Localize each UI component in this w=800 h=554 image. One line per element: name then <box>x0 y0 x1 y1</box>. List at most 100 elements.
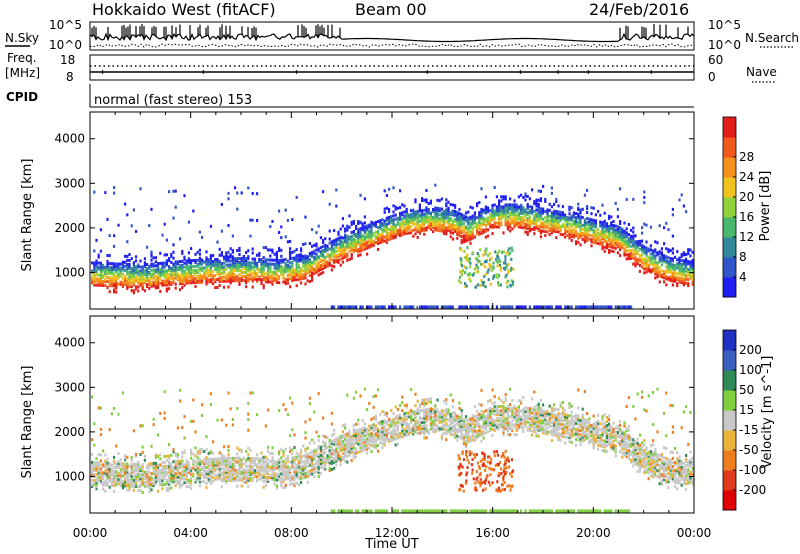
data-cell <box>165 279 168 283</box>
data-cell <box>311 252 314 256</box>
data-cell <box>190 482 193 486</box>
data-cell <box>251 457 254 460</box>
data-cell <box>135 474 138 478</box>
data-cell <box>691 278 694 282</box>
data-cell <box>308 396 311 400</box>
data-cell <box>300 271 303 275</box>
data-cell <box>313 457 316 461</box>
data-cell <box>440 217 443 221</box>
data-cell <box>423 198 426 202</box>
data-cell <box>271 258 274 262</box>
data-cell <box>434 228 437 232</box>
data-cell <box>586 217 589 220</box>
data-cell <box>179 399 182 403</box>
data-cell <box>212 440 215 444</box>
data-cell <box>115 476 118 479</box>
data-cell <box>187 220 190 224</box>
data-cell <box>271 466 274 470</box>
data-cell <box>260 258 263 261</box>
data-cell <box>91 483 94 486</box>
data-cell <box>97 277 100 281</box>
data-cell <box>339 257 342 261</box>
data-cell <box>421 215 424 219</box>
data-cell <box>396 222 399 226</box>
data-cell <box>421 305 424 310</box>
data-cell <box>443 305 446 310</box>
data-cell <box>469 217 472 221</box>
data-cell <box>482 220 485 224</box>
data-cell <box>97 467 100 471</box>
data-cell <box>330 439 333 443</box>
data-cell <box>385 234 388 238</box>
data-cell <box>271 476 274 480</box>
data-cell <box>322 253 325 256</box>
data-cell <box>238 470 241 474</box>
data-cell <box>522 212 525 216</box>
data-cell <box>163 271 166 275</box>
data-cell <box>223 271 226 275</box>
data-cell <box>575 218 578 222</box>
data-cell <box>181 483 184 487</box>
data-cell <box>458 207 461 211</box>
data-cell <box>181 455 184 459</box>
data-cell <box>490 268 493 272</box>
data-cell <box>341 452 344 456</box>
data-cell <box>495 221 498 225</box>
data-cell <box>504 255 507 259</box>
data-cell <box>370 240 373 244</box>
data-cell <box>205 474 208 477</box>
data-cell <box>361 234 364 238</box>
data-cell <box>577 240 580 244</box>
data-cell <box>317 467 320 470</box>
data-cell <box>440 227 443 231</box>
data-cell <box>170 266 173 270</box>
data-cell <box>436 305 439 310</box>
data-cell <box>130 476 133 480</box>
data-cell <box>447 220 450 224</box>
data-cell <box>104 274 107 277</box>
data-cell <box>289 396 292 400</box>
data-cell <box>328 461 331 465</box>
data-cell <box>608 238 611 242</box>
data-cell <box>247 186 250 190</box>
data-cell <box>132 263 135 267</box>
data-cell <box>399 228 402 232</box>
data-cell <box>414 216 417 220</box>
data-cell <box>385 232 388 236</box>
data-cell <box>181 473 184 477</box>
data-cell <box>141 463 144 466</box>
data-cell <box>168 460 171 464</box>
data-cell <box>407 213 410 217</box>
data-cell <box>658 256 661 260</box>
data-cell <box>458 225 461 229</box>
data-cell <box>612 224 615 227</box>
data-cell <box>203 272 206 276</box>
data-cell <box>330 433 333 437</box>
data-cell <box>487 216 490 220</box>
data-cell <box>209 270 212 274</box>
data-cell <box>108 471 111 475</box>
data-cell <box>91 281 94 285</box>
data-cell <box>658 266 661 270</box>
data-cell <box>317 273 320 277</box>
data-cell <box>227 475 230 478</box>
data-cell <box>352 221 355 225</box>
data-cell <box>451 223 454 227</box>
data-cell <box>128 285 131 289</box>
data-cell <box>451 203 454 207</box>
data-cell <box>608 236 611 240</box>
data-cell <box>630 234 633 238</box>
data-cell <box>218 465 221 469</box>
data-cell <box>282 450 285 453</box>
data-cell <box>159 453 162 457</box>
data-cell <box>234 279 237 283</box>
data-cell <box>548 232 551 236</box>
data-cell <box>128 267 131 270</box>
data-cell <box>104 471 107 475</box>
data-cell <box>119 478 122 482</box>
data-cell <box>225 461 228 465</box>
data-cell <box>638 259 641 263</box>
data-cell <box>157 284 160 288</box>
data-cell <box>194 430 197 434</box>
data-cell <box>462 214 465 218</box>
